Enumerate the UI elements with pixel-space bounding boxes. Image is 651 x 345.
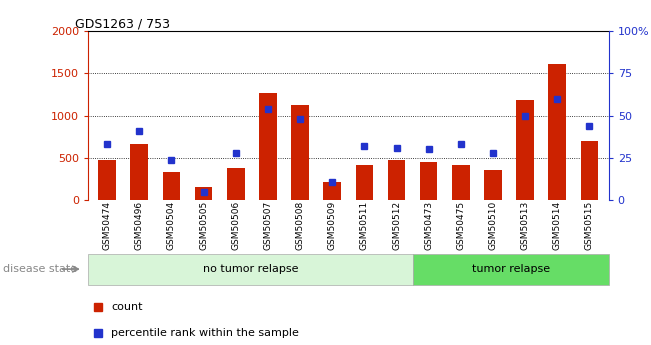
Text: GSM50473: GSM50473 bbox=[424, 201, 433, 250]
Bar bbox=[581, 141, 598, 200]
Text: GSM50508: GSM50508 bbox=[296, 201, 305, 250]
Text: GSM50514: GSM50514 bbox=[553, 201, 562, 250]
Bar bbox=[130, 144, 148, 200]
Text: GSM50511: GSM50511 bbox=[360, 201, 369, 250]
Bar bbox=[516, 99, 534, 200]
Text: no tumor relapse: no tumor relapse bbox=[203, 264, 298, 274]
Text: GSM50510: GSM50510 bbox=[488, 201, 497, 250]
Text: tumor relapse: tumor relapse bbox=[472, 264, 550, 274]
Text: GSM50505: GSM50505 bbox=[199, 201, 208, 250]
Text: GSM50515: GSM50515 bbox=[585, 201, 594, 250]
Text: GSM50509: GSM50509 bbox=[327, 201, 337, 250]
Bar bbox=[291, 105, 309, 200]
Text: GSM50512: GSM50512 bbox=[392, 201, 401, 250]
Bar bbox=[163, 172, 180, 200]
Bar bbox=[324, 181, 341, 200]
Bar bbox=[227, 168, 245, 200]
Bar bbox=[420, 162, 437, 200]
Bar bbox=[259, 93, 277, 200]
Bar bbox=[452, 165, 469, 200]
Text: percentile rank within the sample: percentile rank within the sample bbox=[111, 328, 299, 338]
Bar bbox=[387, 160, 406, 200]
Bar bbox=[98, 159, 116, 200]
Text: disease state: disease state bbox=[3, 264, 77, 274]
Text: GSM50474: GSM50474 bbox=[103, 201, 112, 250]
Text: GSM50513: GSM50513 bbox=[521, 201, 530, 250]
Text: count: count bbox=[111, 302, 143, 312]
Text: GSM50506: GSM50506 bbox=[231, 201, 240, 250]
Bar bbox=[88, 254, 413, 285]
Bar bbox=[548, 64, 566, 200]
Text: GSM50475: GSM50475 bbox=[456, 201, 465, 250]
Text: GDS1263 / 753: GDS1263 / 753 bbox=[75, 17, 170, 30]
Text: GSM50496: GSM50496 bbox=[135, 201, 144, 250]
Bar bbox=[484, 170, 502, 200]
Bar bbox=[195, 187, 212, 200]
Text: GSM50507: GSM50507 bbox=[264, 201, 272, 250]
Bar bbox=[413, 254, 609, 285]
Text: GSM50504: GSM50504 bbox=[167, 201, 176, 250]
Bar bbox=[355, 165, 373, 200]
